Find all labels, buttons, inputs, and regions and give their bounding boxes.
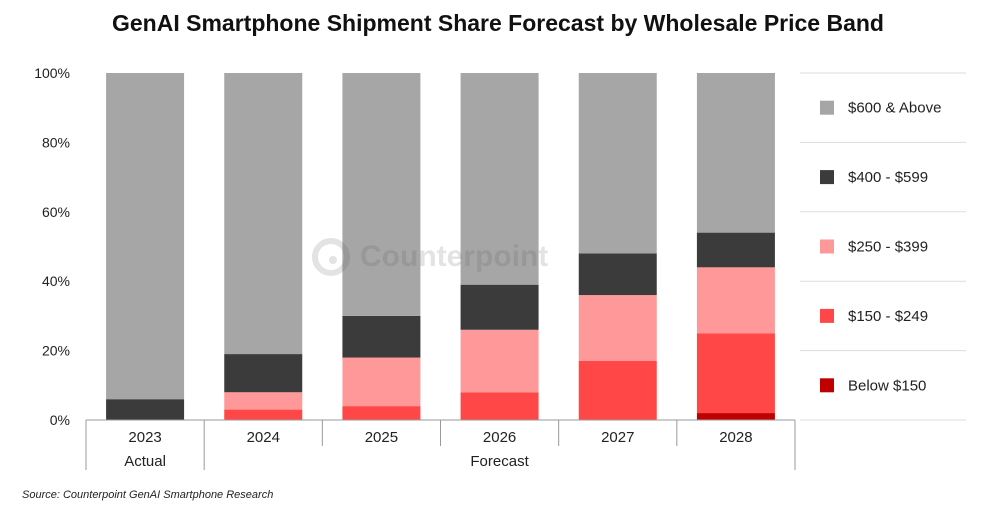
source-note: Source: Counterpoint GenAI Smartphone Re… — [22, 489, 274, 501]
x-tick-label: 2026 — [483, 429, 516, 446]
x-group-label: Actual — [124, 453, 166, 470]
bar-segment — [460, 73, 539, 285]
bar-segment — [578, 253, 657, 296]
bar-segment — [460, 392, 539, 420]
bar-segment — [342, 315, 421, 358]
x-tick-label: 2023 — [128, 429, 161, 446]
bar-segment — [578, 361, 657, 420]
bar-segment — [106, 73, 185, 400]
bar-segment — [696, 267, 775, 334]
y-tick-label: 40% — [42, 273, 70, 289]
x-tick-label: 2028 — [719, 429, 752, 446]
bar-segment — [696, 232, 775, 268]
bar-segment — [342, 73, 421, 316]
bar-segment — [342, 357, 421, 407]
legend-swatch — [820, 378, 834, 393]
bar-segment — [224, 354, 303, 393]
legend-label: $600 & Above — [848, 100, 941, 117]
y-tick-label: 60% — [42, 204, 70, 220]
y-tick-label: 100% — [34, 65, 70, 81]
bar-segment — [224, 409, 303, 420]
chart-title: GenAI Smartphone Shipment Share Forecast… — [112, 10, 884, 36]
y-tick-label: 0% — [50, 412, 70, 428]
watermark: Counterpoint — [312, 238, 548, 276]
legend-swatch — [820, 239, 834, 254]
bar-segment — [224, 392, 303, 410]
counterpoint-logo-icon — [312, 238, 350, 276]
legend-swatch — [820, 170, 834, 185]
y-tick-label: 20% — [42, 343, 70, 359]
legend-label: $400 - $599 — [848, 169, 928, 186]
legend-swatch — [820, 308, 834, 323]
bar-segment — [578, 73, 657, 254]
bar-segment — [696, 333, 775, 414]
legend-label: Below $150 — [848, 377, 926, 394]
bar-segment — [460, 284, 539, 330]
bar-segment — [696, 413, 775, 420]
x-group-label: Forecast — [470, 453, 529, 470]
y-tick-label: 80% — [42, 134, 70, 150]
bar-segment — [342, 406, 421, 420]
x-tick-label: 2025 — [365, 429, 398, 446]
bar-segment — [224, 73, 303, 355]
bar-segment — [578, 295, 657, 362]
bar-segment — [460, 329, 539, 393]
x-tick-label: 2027 — [601, 429, 634, 446]
x-tick-label: 2024 — [247, 429, 280, 446]
legend-swatch — [820, 100, 834, 115]
legend-label: $250 - $399 — [848, 239, 928, 256]
legend-label: $150 - $249 — [848, 308, 928, 325]
watermark-text: Counterpoint — [360, 240, 549, 273]
bar-segment — [696, 73, 775, 233]
bar-segment — [106, 399, 185, 420]
